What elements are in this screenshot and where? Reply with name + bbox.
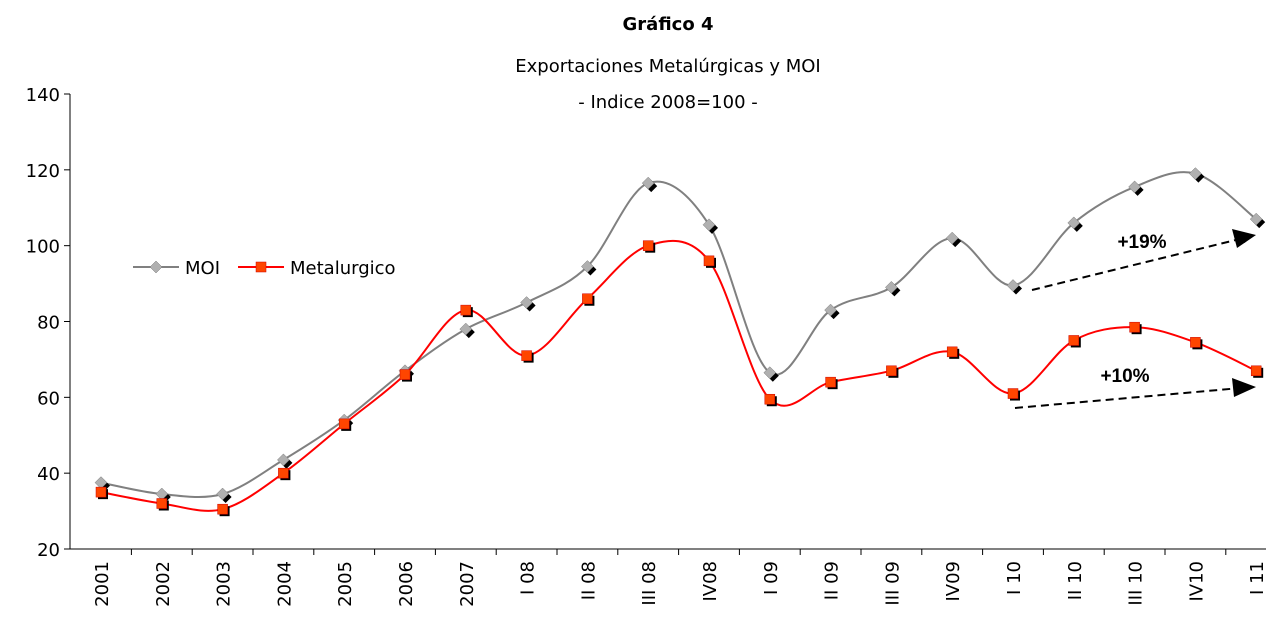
x-tick-label: I 10 bbox=[1004, 561, 1025, 595]
marker bbox=[1068, 335, 1080, 346]
arrow-head bbox=[1232, 378, 1256, 397]
x-tick-label: 2005 bbox=[335, 561, 356, 607]
marker bbox=[764, 393, 776, 405]
marker bbox=[1249, 212, 1263, 226]
line bbox=[100, 239, 1257, 512]
marker bbox=[156, 498, 168, 509]
marker bbox=[95, 486, 107, 498]
x-tick-label: 2002 bbox=[153, 561, 174, 607]
x-tick-label: 2006 bbox=[396, 561, 417, 607]
marker bbox=[521, 350, 532, 361]
legend-marker bbox=[149, 260, 163, 274]
marker bbox=[582, 293, 593, 304]
marker bbox=[1067, 216, 1081, 230]
x-tick-label: I 08 bbox=[518, 561, 539, 595]
x-tick-label: II 10 bbox=[1065, 561, 1086, 600]
marker bbox=[581, 260, 594, 273]
marker bbox=[1250, 365, 1262, 377]
marker bbox=[216, 487, 229, 501]
marker bbox=[946, 346, 958, 358]
chart-title: Gráfico 4 bbox=[623, 14, 714, 35]
x-tick-label: 2004 bbox=[274, 561, 295, 607]
y-tick-label: 120 bbox=[26, 161, 60, 182]
x-tick-label: IV08 bbox=[700, 561, 721, 602]
marker bbox=[945, 231, 959, 245]
marker bbox=[399, 369, 411, 380]
y-tick-label: 140 bbox=[26, 85, 60, 106]
annotation: +10% bbox=[1100, 366, 1149, 387]
y-tick-label: 60 bbox=[37, 388, 60, 409]
legend-label: MOI bbox=[185, 258, 220, 279]
x-tick-label: IV10 bbox=[1186, 561, 1207, 602]
marker bbox=[459, 322, 473, 336]
y-tick-label: 40 bbox=[37, 464, 60, 485]
marker bbox=[1006, 279, 1020, 292]
line bbox=[100, 171, 1257, 499]
chart-subtitle: - Indice 2008=100 - bbox=[578, 92, 758, 113]
marker bbox=[1189, 167, 1202, 180]
annotation: +19% bbox=[1117, 232, 1166, 253]
annotation-arrow bbox=[1014, 386, 1253, 409]
marker bbox=[703, 255, 715, 267]
x-tick-label: II 09 bbox=[822, 561, 843, 600]
x-tick-label: 2007 bbox=[457, 561, 478, 607]
marker bbox=[1128, 180, 1141, 194]
marker bbox=[885, 281, 898, 294]
marker bbox=[641, 176, 655, 190]
marker bbox=[520, 296, 533, 309]
x-tick-label: II 08 bbox=[578, 561, 599, 600]
x-tick-label: I 09 bbox=[761, 561, 782, 595]
marker bbox=[825, 376, 836, 388]
x-tick-label: 2001 bbox=[92, 561, 113, 607]
chart-subtitle: Exportaciones Metalúrgicas y MOI bbox=[515, 56, 820, 77]
marker bbox=[1129, 321, 1140, 333]
marker bbox=[1190, 337, 1201, 348]
marker bbox=[886, 365, 897, 377]
y-tick-label: 20 bbox=[37, 540, 60, 561]
marker bbox=[277, 453, 290, 467]
x-tick-label: III 09 bbox=[882, 561, 903, 606]
marker bbox=[642, 240, 654, 251]
arrow-head bbox=[1232, 229, 1256, 248]
x-tick-label: 2003 bbox=[214, 561, 235, 607]
x-tick-label: IV09 bbox=[943, 561, 964, 602]
x-tick-label: III 08 bbox=[639, 561, 660, 606]
marker bbox=[1007, 388, 1019, 399]
x-tick-label: I 11 bbox=[1247, 561, 1268, 595]
y-tick-label: 100 bbox=[26, 237, 60, 258]
marker bbox=[763, 366, 777, 380]
marker bbox=[824, 303, 837, 317]
y-tick-label: 80 bbox=[37, 313, 60, 334]
legend-marker bbox=[255, 261, 267, 273]
marker bbox=[278, 467, 289, 479]
legend-label: Metalurgico bbox=[290, 258, 396, 279]
marker bbox=[460, 304, 472, 316]
marker bbox=[217, 503, 228, 515]
marker bbox=[702, 218, 716, 232]
marker bbox=[338, 418, 350, 430]
x-tick-label: III 10 bbox=[1126, 561, 1147, 606]
annotation-arrow bbox=[1031, 233, 1253, 291]
